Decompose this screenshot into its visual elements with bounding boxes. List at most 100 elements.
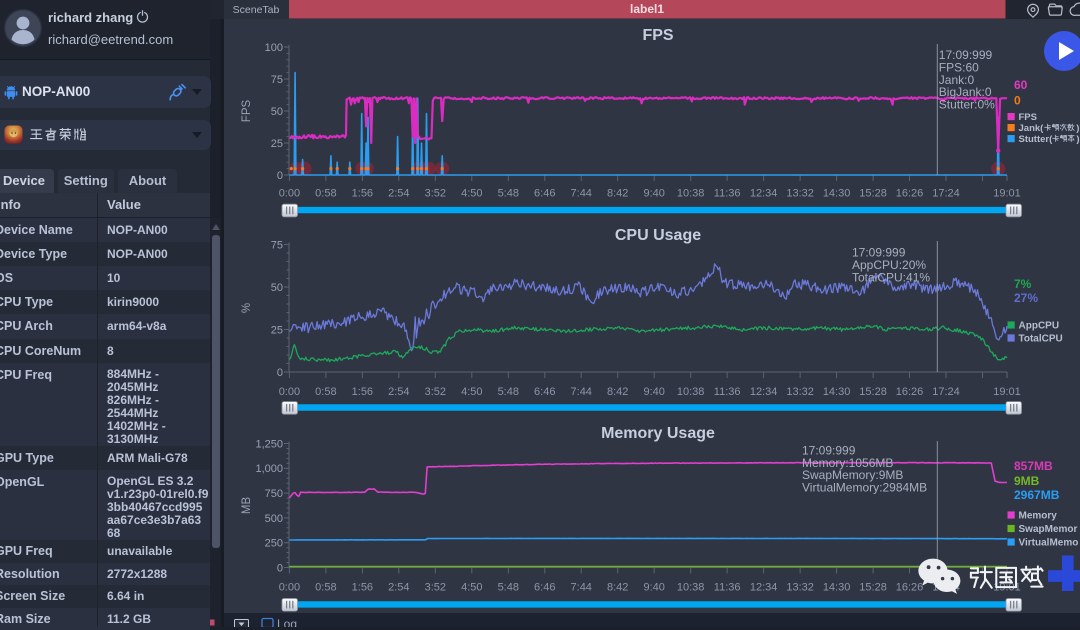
- svg-text:Stutter:0%: Stutter:0%: [939, 97, 995, 111]
- svg-text:AppCPU: AppCPU: [1019, 321, 1060, 332]
- svg-text:0:58: 0:58: [315, 187, 336, 199]
- svg-text:10:38: 10:38: [677, 386, 705, 398]
- svg-text:11:36: 11:36: [714, 386, 741, 398]
- svg-text:15:28: 15:28: [859, 187, 887, 199]
- svg-text:TotalCPU: TotalCPU: [1019, 334, 1063, 345]
- svg-text:Stutter(: Stutter(: [1019, 134, 1054, 145]
- svg-text:7:44: 7:44: [571, 581, 592, 593]
- svg-text:4:50: 4:50: [461, 187, 482, 199]
- svg-text:50: 50: [271, 282, 283, 294]
- svg-text:19:01: 19:01: [993, 187, 1021, 199]
- svg-text:11:36: 11:36: [714, 187, 741, 199]
- svg-text:25: 25: [271, 138, 283, 150]
- svg-text:10:38: 10:38: [677, 187, 705, 199]
- svg-text:16:26: 16:26: [896, 187, 924, 199]
- svg-text:Memory Usage: Memory Usage: [601, 425, 715, 442]
- svg-text:9:40: 9:40: [643, 187, 664, 199]
- svg-text:VirtualMemo: VirtualMemo: [1019, 538, 1079, 549]
- svg-text:0: 0: [277, 367, 283, 379]
- svg-text:1,000: 1,000: [255, 463, 283, 475]
- svg-text:0: 0: [1014, 94, 1021, 108]
- svg-text:1:56: 1:56: [352, 187, 373, 199]
- svg-text:27%: 27%: [1014, 291, 1038, 305]
- svg-text:14:30: 14:30: [823, 581, 851, 593]
- svg-text:0:58: 0:58: [315, 386, 336, 398]
- svg-text:14:30: 14:30: [823, 187, 851, 199]
- svg-text:750: 750: [265, 488, 283, 500]
- svg-text:7:44: 7:44: [571, 386, 592, 398]
- svg-text:1:56: 1:56: [352, 581, 373, 593]
- svg-text:14:30: 14:30: [823, 386, 851, 398]
- svg-text:FPS: FPS: [642, 27, 673, 44]
- svg-text:12:34: 12:34: [750, 581, 778, 593]
- svg-text:SwapMemor: SwapMemor: [1019, 524, 1078, 535]
- svg-text:3:52: 3:52: [425, 581, 446, 593]
- svg-text:2:54: 2:54: [388, 187, 409, 199]
- svg-text:0: 0: [277, 562, 283, 574]
- svg-text:6:46: 6:46: [534, 386, 555, 398]
- svg-text:15:28: 15:28: [859, 386, 887, 398]
- svg-text:60: 60: [1014, 78, 1028, 92]
- svg-text:1,250: 1,250: [255, 438, 283, 450]
- svg-text:0:58: 0:58: [315, 581, 336, 593]
- svg-text:9:40: 9:40: [643, 386, 664, 398]
- svg-text:9MB: 9MB: [1014, 474, 1040, 488]
- svg-text:12:34: 12:34: [750, 187, 778, 199]
- svg-text:Log: Log: [277, 617, 297, 627]
- svg-text:9:40: 9:40: [643, 581, 664, 593]
- svg-text:17:24: 17:24: [932, 187, 960, 199]
- svg-text:2967MB: 2967MB: [1014, 488, 1060, 502]
- svg-text:25: 25: [271, 324, 283, 336]
- svg-text:8:42: 8:42: [607, 581, 628, 593]
- svg-text:Jank(: Jank(: [1019, 123, 1045, 134]
- svg-text:16:26: 16:26: [896, 581, 924, 593]
- svg-text:75: 75: [271, 239, 283, 251]
- svg-text:label1: label1: [630, 2, 664, 16]
- svg-text:0:00: 0:00: [279, 581, 300, 593]
- svg-text:857MB: 857MB: [1014, 459, 1053, 473]
- svg-text:10:38: 10:38: [677, 581, 705, 593]
- svg-text:3:52: 3:52: [425, 386, 446, 398]
- svg-text:13:32: 13:32: [786, 187, 814, 199]
- svg-text:2:54: 2:54: [388, 386, 409, 398]
- svg-text:3:52: 3:52: [425, 187, 446, 199]
- svg-text:2:54: 2:54: [388, 581, 409, 593]
- svg-text:50: 50: [271, 106, 283, 118]
- svg-text:): ): [1076, 134, 1079, 145]
- svg-text:8:42: 8:42: [607, 187, 628, 199]
- svg-text:11:36: 11:36: [714, 581, 741, 593]
- svg-text:MB: MB: [241, 497, 253, 515]
- svg-text:4:50: 4:50: [461, 581, 482, 593]
- svg-text:500: 500: [265, 513, 283, 525]
- svg-text:7:44: 7:44: [571, 187, 592, 199]
- svg-text:FPS: FPS: [241, 99, 253, 122]
- svg-text:5:48: 5:48: [498, 581, 519, 593]
- svg-text:17:24: 17:24: [932, 386, 960, 398]
- svg-text:CPU Usage: CPU Usage: [615, 227, 701, 244]
- svg-text:FPS: FPS: [1019, 112, 1037, 123]
- svg-text:VirtualMemory:2984MB: VirtualMemory:2984MB: [802, 481, 927, 495]
- svg-text:5:48: 5:48: [498, 187, 519, 199]
- svg-text:%: %: [241, 303, 253, 313]
- svg-text:12:34: 12:34: [750, 386, 778, 398]
- svg-text:7%: 7%: [1014, 277, 1032, 291]
- svg-text:16:26: 16:26: [896, 386, 924, 398]
- svg-text:TotalCPU:41%: TotalCPU:41%: [852, 270, 930, 284]
- svg-text:6:46: 6:46: [534, 187, 555, 199]
- svg-text:SceneTab: SceneTab: [233, 4, 280, 16]
- svg-text:0:00: 0:00: [279, 187, 300, 199]
- svg-text:0:00: 0:00: [279, 386, 300, 398]
- svg-text:8:42: 8:42: [607, 386, 628, 398]
- svg-text:13:32: 13:32: [786, 581, 814, 593]
- svg-text:5:48: 5:48: [498, 386, 519, 398]
- svg-text:1:56: 1:56: [352, 386, 373, 398]
- svg-text:Memory: Memory: [1019, 511, 1058, 522]
- svg-text:6:46: 6:46: [534, 581, 555, 593]
- svg-text:13:32: 13:32: [786, 386, 814, 398]
- svg-text:75: 75: [271, 74, 283, 86]
- svg-text:250: 250: [265, 538, 283, 550]
- svg-text:19:01: 19:01: [993, 386, 1021, 398]
- svg-text:15:28: 15:28: [859, 581, 887, 593]
- svg-text:4:50: 4:50: [461, 386, 482, 398]
- svg-text:): ): [1076, 123, 1079, 134]
